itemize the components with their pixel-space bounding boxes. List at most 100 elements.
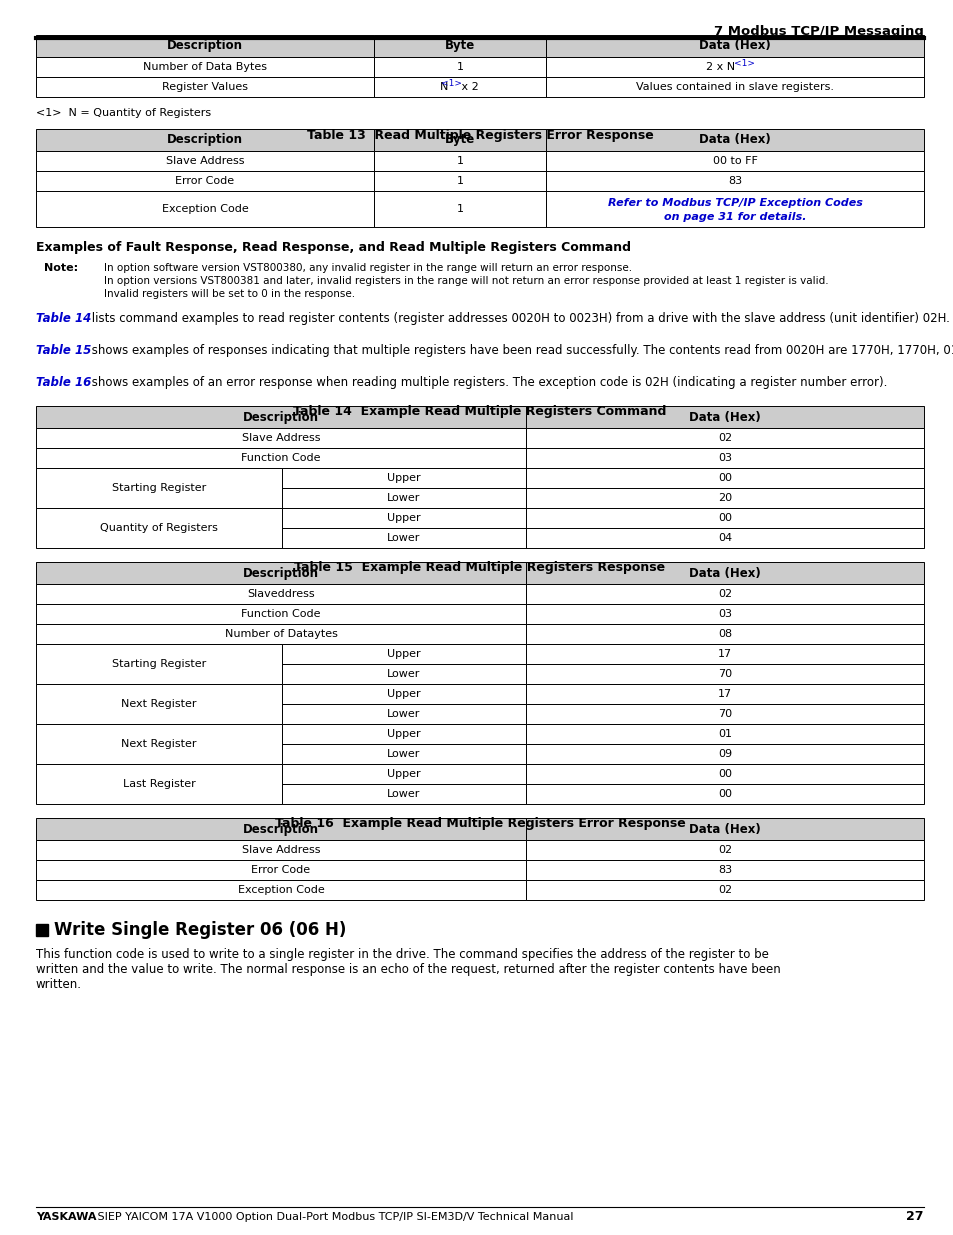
Bar	[282, 704, 525, 724]
Text: Lower: Lower	[387, 748, 420, 760]
Text: SIEP YAICOM 17A V1000 Option Dual-Port Modbus TCP/IP SI-EM3D/V Technical Manual: SIEP YAICOM 17A V1000 Option Dual-Port M…	[94, 1212, 573, 1221]
Text: Slave Address: Slave Address	[241, 433, 320, 443]
Text: Values contained in slave registers.: Values contained in slave registers.	[636, 82, 833, 91]
Bar	[282, 664, 525, 684]
Bar	[545, 151, 923, 170]
Text: 27: 27	[905, 1210, 923, 1224]
Bar	[36, 818, 525, 840]
Text: Slaveddress: Slaveddress	[247, 589, 314, 599]
Text: Upper: Upper	[387, 473, 420, 483]
Text: 7 Modbus TCP/IP Messaging: 7 Modbus TCP/IP Messaging	[714, 25, 923, 38]
Bar	[282, 643, 525, 664]
Bar	[282, 684, 525, 704]
Text: Lower: Lower	[387, 789, 420, 799]
Text: 04: 04	[718, 534, 731, 543]
Text: 83: 83	[727, 177, 741, 186]
Text: Description: Description	[243, 410, 318, 424]
Bar	[36, 35, 374, 57]
Bar	[525, 406, 923, 429]
Text: Error Code: Error Code	[175, 177, 234, 186]
Text: Number of Data Bytes: Number of Data Bytes	[143, 62, 267, 72]
Bar	[36, 191, 374, 227]
Text: lists command examples to read register contents (register addresses 0020H to 00: lists command examples to read register …	[88, 312, 949, 325]
Bar	[525, 860, 923, 881]
Bar	[36, 924, 48, 936]
Text: Byte: Byte	[444, 133, 475, 147]
Bar	[374, 57, 545, 77]
Text: Description: Description	[167, 40, 243, 53]
Bar	[525, 604, 923, 624]
Bar	[545, 57, 923, 77]
Bar	[525, 724, 923, 743]
Text: Refer to Modbus TCP/IP Exception Codes: Refer to Modbus TCP/IP Exception Codes	[607, 198, 862, 207]
Text: In option versions VST800381 and later, invalid registers in the range will not : In option versions VST800381 and later, …	[104, 275, 828, 287]
Text: 20: 20	[718, 493, 731, 503]
Text: 02: 02	[718, 845, 731, 855]
Text: Write Single Register 06 (06 H): Write Single Register 06 (06 H)	[54, 921, 346, 939]
Bar	[36, 77, 374, 98]
Text: 09: 09	[718, 748, 731, 760]
Bar	[36, 468, 282, 508]
Text: 2 x N: 2 x N	[706, 62, 735, 72]
Text: 03: 03	[718, 609, 731, 619]
Text: Examples of Fault Response, Read Response, and Read Multiple Registers Command: Examples of Fault Response, Read Respons…	[36, 241, 630, 253]
Text: 1: 1	[456, 204, 463, 214]
Text: Upper: Upper	[387, 513, 420, 522]
Text: Data (Hex): Data (Hex)	[699, 133, 770, 147]
Text: Lower: Lower	[387, 669, 420, 679]
Bar	[36, 881, 525, 900]
Text: Upper: Upper	[387, 689, 420, 699]
Text: 70: 70	[718, 669, 731, 679]
Bar	[525, 468, 923, 488]
Text: In option software version VST800380, any invalid register in the range will ret: In option software version VST800380, an…	[104, 263, 632, 273]
Text: <1>  N = Quantity of Registers: <1> N = Quantity of Registers	[36, 107, 211, 119]
Text: Function Code: Function Code	[241, 453, 320, 463]
Text: <1>: <1>	[734, 59, 755, 68]
Bar	[282, 508, 525, 529]
Text: Next Register: Next Register	[121, 699, 196, 709]
Text: Upper: Upper	[387, 769, 420, 779]
Bar	[525, 784, 923, 804]
Text: 00: 00	[718, 789, 731, 799]
Text: Exception Code: Exception Code	[161, 204, 248, 214]
Bar	[545, 35, 923, 57]
Text: Lower: Lower	[387, 534, 420, 543]
Bar	[36, 128, 374, 151]
Text: 03: 03	[718, 453, 731, 463]
Text: Description: Description	[243, 567, 318, 579]
Bar	[525, 429, 923, 448]
Text: 17: 17	[718, 689, 731, 699]
Text: Error Code: Error Code	[252, 864, 311, 876]
Bar	[36, 604, 525, 624]
Text: 00: 00	[718, 769, 731, 779]
Bar	[525, 562, 923, 584]
Text: Table 15  Example Read Multiple Registers Response: Table 15 Example Read Multiple Registers…	[294, 562, 665, 574]
Text: shows examples of responses indicating that multiple registers have been read su: shows examples of responses indicating t…	[88, 345, 953, 357]
Text: Table 14: Table 14	[36, 312, 91, 325]
Bar	[525, 508, 923, 529]
Bar	[525, 684, 923, 704]
Text: Data (Hex): Data (Hex)	[688, 567, 760, 579]
Text: Description: Description	[243, 823, 318, 836]
Text: Function Code: Function Code	[241, 609, 320, 619]
Bar	[36, 170, 374, 191]
Text: Number of Dataytes: Number of Dataytes	[224, 629, 337, 638]
Text: 02: 02	[718, 433, 731, 443]
Text: Last Register: Last Register	[123, 779, 195, 789]
Bar	[525, 704, 923, 724]
Bar	[525, 881, 923, 900]
Text: 02: 02	[718, 885, 731, 895]
Text: 01: 01	[718, 729, 731, 739]
Text: Data (Hex): Data (Hex)	[688, 410, 760, 424]
Bar	[545, 170, 923, 191]
Bar	[525, 840, 923, 860]
Text: Starting Register: Starting Register	[112, 659, 206, 669]
Text: 1: 1	[456, 177, 463, 186]
Text: Table 15: Table 15	[36, 345, 91, 357]
Bar	[525, 764, 923, 784]
Text: 00: 00	[718, 473, 731, 483]
Text: 17: 17	[718, 650, 731, 659]
Bar	[525, 584, 923, 604]
Bar	[282, 724, 525, 743]
Bar	[36, 684, 282, 724]
